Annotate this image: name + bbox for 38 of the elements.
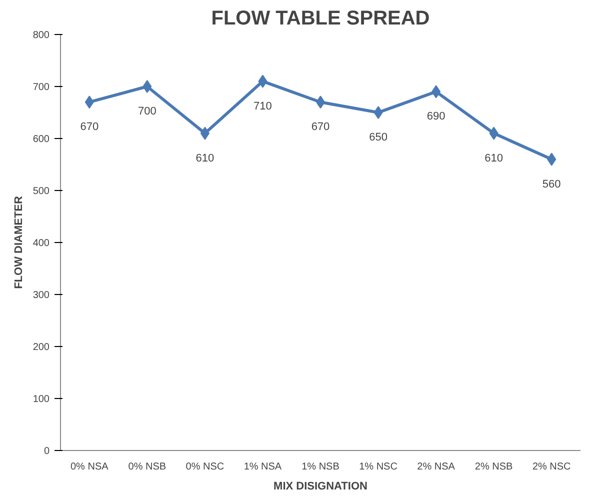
point bbox=[489, 126, 498, 140]
data-label: 610 bbox=[196, 152, 214, 164]
point bbox=[374, 106, 383, 119]
y-tick-label: 300 bbox=[32, 290, 50, 301]
data-label: 610 bbox=[484, 152, 504, 164]
chart-title: FLOW TABLE SPREAD bbox=[211, 8, 430, 30]
x-tick-label: 1% NSB bbox=[302, 462, 340, 472]
data-label: 670 bbox=[311, 121, 330, 134]
data-label: 690 bbox=[426, 110, 446, 123]
x-tick-label: 0% NSC bbox=[186, 462, 224, 472]
x-axis-title: MIX DISIGNATION bbox=[274, 480, 368, 492]
point bbox=[547, 152, 556, 166]
point bbox=[84, 96, 94, 109]
x-tick-label: 2% NSC bbox=[532, 462, 571, 472]
point bbox=[200, 126, 210, 140]
y-tick-label: 0 bbox=[44, 446, 50, 457]
x-tick-label: 2% NSB bbox=[474, 462, 514, 472]
data-label: 710 bbox=[254, 100, 272, 112]
data-label: 700 bbox=[138, 106, 156, 118]
y-axis-title: FLOW DIAMETER bbox=[12, 196, 25, 289]
x-tick-label: 0% NSB bbox=[128, 462, 166, 472]
y-tick-label: 400 bbox=[32, 238, 50, 249]
x-tick-label: 1% NSC bbox=[359, 462, 398, 472]
point bbox=[258, 74, 268, 88]
y-tick-label: 600 bbox=[32, 134, 50, 145]
data-label: 560 bbox=[542, 178, 561, 190]
data-label: 670 bbox=[80, 121, 99, 134]
x-tick-label: 0% NSA bbox=[70, 462, 109, 472]
y-tick-label: 100 bbox=[32, 394, 50, 405]
y-tick-label: 800 bbox=[32, 30, 50, 41]
point bbox=[142, 80, 152, 93]
data-label: 650 bbox=[369, 132, 388, 144]
y-tick-label: 200 bbox=[32, 342, 50, 353]
x-tick-label: 2% NSA bbox=[417, 462, 456, 472]
x-tick-label: 1% NSA bbox=[244, 462, 282, 472]
y-tick-label: 700 bbox=[32, 82, 50, 93]
point bbox=[432, 85, 441, 98]
y-tick-label: 500 bbox=[32, 186, 50, 197]
